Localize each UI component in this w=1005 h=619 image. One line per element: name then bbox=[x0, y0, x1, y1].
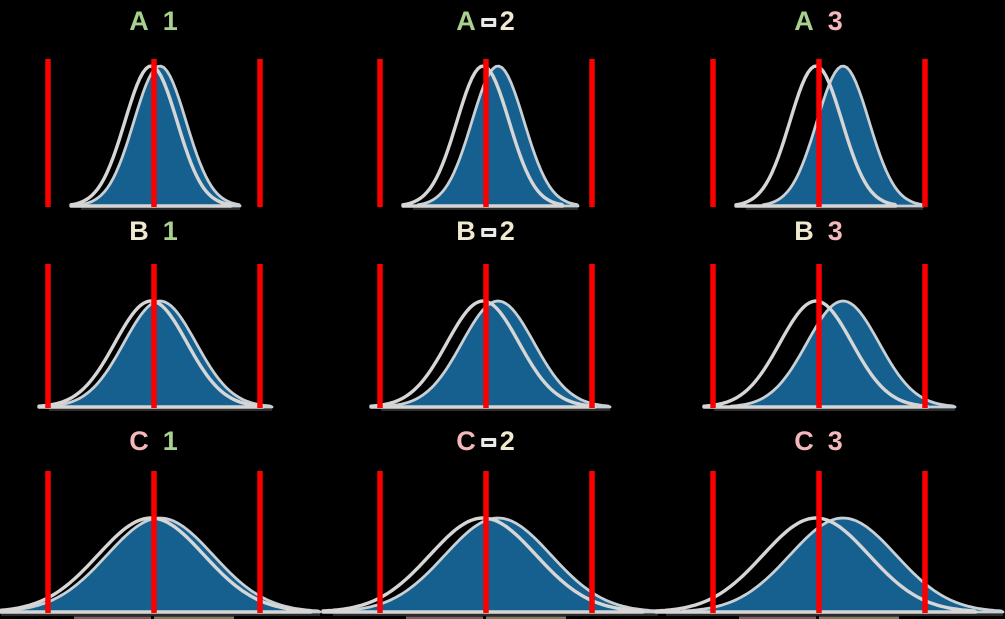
panel-title-number: 2 bbox=[499, 426, 516, 456]
panel-title-letter: C bbox=[129, 426, 150, 456]
panel-title-letter: A bbox=[456, 6, 477, 36]
panel-B3 bbox=[702, 264, 957, 411]
cutoff-strip-C3-1 bbox=[819, 616, 899, 619]
cutoff-strip-C3-0 bbox=[739, 616, 816, 619]
panel-A2 bbox=[377, 59, 595, 210]
blue-curve-A1 bbox=[78, 64, 242, 208]
panel-C2 bbox=[321, 471, 660, 619]
panel-title-number: 3 bbox=[827, 426, 844, 456]
blue-curve-C3 bbox=[681, 516, 1005, 614]
panel-title-number: 1 bbox=[162, 6, 179, 36]
dash-separator bbox=[480, 18, 496, 28]
panel-title-letter: B bbox=[794, 216, 815, 246]
panel-title-number: 2 bbox=[499, 216, 516, 246]
panel-B2 bbox=[369, 264, 612, 411]
panel-C3 bbox=[654, 471, 1005, 619]
blue-curve-B1 bbox=[46, 299, 274, 409]
panel-title-number: 1 bbox=[162, 426, 179, 456]
panel-title-letter: C bbox=[794, 426, 815, 456]
panel-title-letter: B bbox=[456, 216, 477, 246]
panel-title-letter: A bbox=[129, 6, 150, 36]
panel-A1 bbox=[45, 59, 263, 210]
blue-curve-A3 bbox=[761, 64, 925, 208]
cutoff-strip-C2-1 bbox=[486, 616, 566, 619]
panel-title-number: 1 bbox=[162, 216, 179, 246]
panel-A3 bbox=[710, 59, 928, 210]
panel-title-number: 3 bbox=[827, 216, 844, 246]
panel-title-letter: A bbox=[794, 6, 815, 36]
blue-curve-B3 bbox=[729, 299, 957, 409]
panel-title-number: 3 bbox=[827, 6, 844, 36]
cutoff-strip-C1-0 bbox=[74, 616, 151, 619]
dash-separator bbox=[480, 438, 496, 448]
panel-C1 bbox=[0, 471, 322, 619]
panel-B1 bbox=[37, 264, 274, 411]
panel-title-number: 2 bbox=[499, 6, 516, 36]
dash-separator bbox=[480, 228, 496, 238]
panel-title-letter: B bbox=[129, 216, 150, 246]
blue-curve-C2 bbox=[336, 516, 660, 614]
cutoff-strip-C1-1 bbox=[154, 616, 234, 619]
blue-curve-A2 bbox=[416, 64, 580, 208]
blue-curve-B2 bbox=[384, 299, 612, 409]
panel-title-letter: C bbox=[456, 426, 477, 456]
cutoff-strip-C2-0 bbox=[406, 616, 483, 619]
